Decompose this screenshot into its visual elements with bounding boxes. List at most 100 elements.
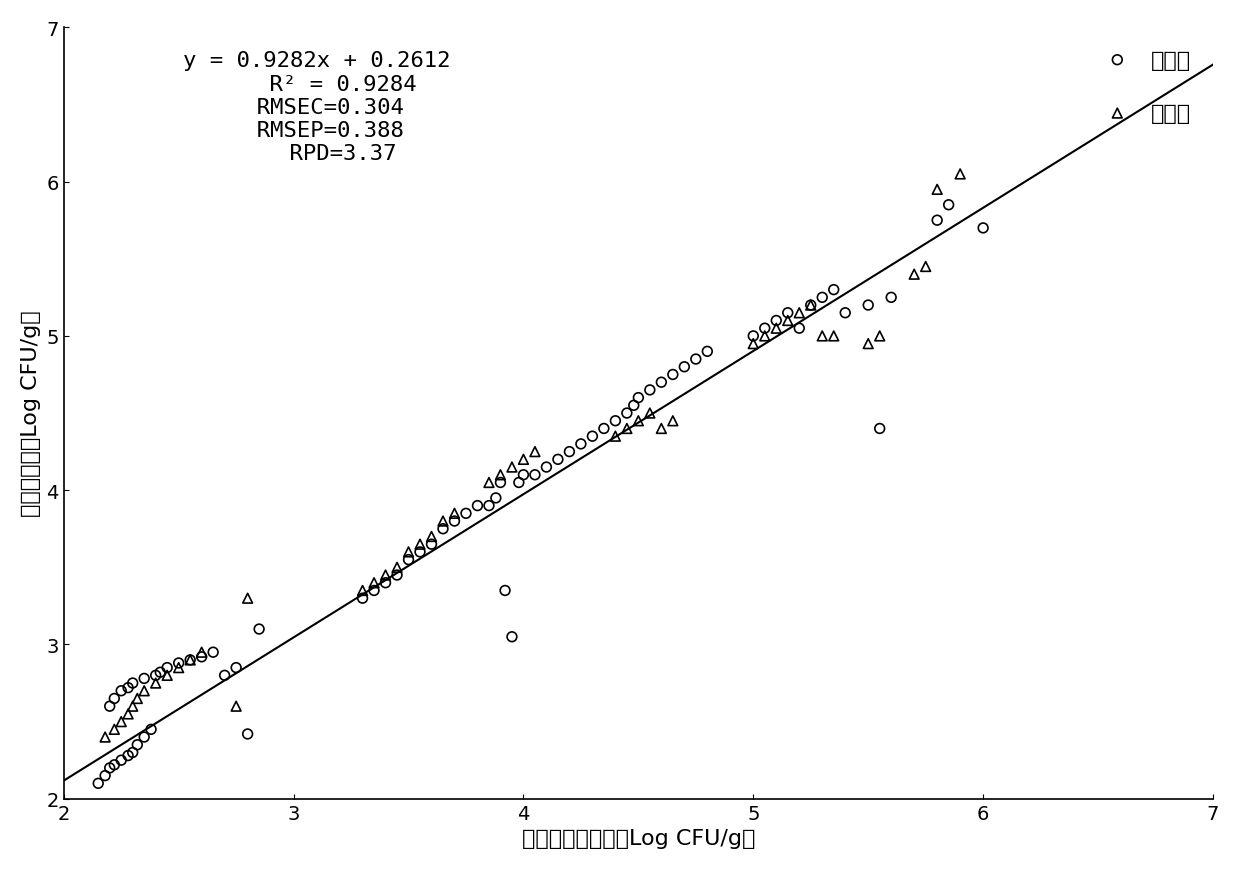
预测集 — [858, 337, 878, 351]
预测集 — [777, 315, 797, 328]
建模集 — [445, 514, 465, 528]
建模集 — [203, 646, 223, 660]
预测集 — [192, 646, 212, 660]
建模集 — [249, 622, 269, 636]
建模集 — [118, 749, 138, 763]
建模集 — [651, 375, 671, 389]
建模集 — [570, 437, 590, 451]
建模集 — [112, 684, 131, 698]
建模集 — [365, 584, 384, 598]
预测集 — [146, 676, 166, 690]
预测集 — [95, 730, 115, 744]
建模集 — [755, 322, 775, 335]
建模集 — [548, 453, 568, 467]
建模集 — [215, 668, 234, 682]
建模集 — [387, 568, 407, 582]
建模集 — [433, 522, 453, 536]
建模集 — [928, 214, 947, 228]
预测集 — [502, 461, 522, 474]
建模集 — [777, 307, 797, 321]
Legend: 建模集, 预测集: 建模集, 预测集 — [1084, 39, 1202, 135]
预测集 — [387, 561, 407, 574]
预测集 — [950, 168, 970, 182]
预测集 — [376, 568, 396, 582]
建模集 — [663, 368, 683, 382]
Y-axis label: 光谱预测値（Log CFU/g）: 光谱预测値（Log CFU/g） — [21, 310, 41, 517]
预测集 — [743, 337, 763, 351]
预测集 — [123, 700, 143, 713]
预测集 — [118, 707, 138, 721]
建模集 — [495, 584, 515, 598]
建模集 — [686, 353, 706, 367]
预测集 — [801, 299, 821, 313]
建模集 — [104, 692, 124, 706]
预测集 — [479, 476, 498, 490]
建模集 — [790, 322, 810, 335]
建模集 — [169, 656, 188, 670]
预测集 — [766, 322, 786, 335]
预测集 — [180, 653, 200, 667]
预测集 — [663, 415, 683, 428]
预测集 — [422, 530, 441, 544]
建模集 — [99, 700, 119, 713]
建模集 — [410, 546, 430, 560]
建模集 — [675, 361, 694, 375]
建模集 — [559, 445, 579, 459]
建模集 — [456, 507, 476, 521]
预测集 — [491, 468, 511, 482]
建模集 — [640, 383, 660, 397]
建模集 — [150, 666, 170, 680]
预测集 — [790, 307, 810, 321]
建模集 — [479, 499, 498, 513]
建模集 — [583, 430, 603, 444]
预测集 — [525, 445, 544, 459]
建模集 — [123, 676, 143, 690]
建模集 — [939, 199, 959, 213]
预测集 — [169, 661, 188, 675]
建模集 — [422, 538, 441, 552]
预测集 — [410, 538, 430, 552]
预测集 — [812, 329, 832, 343]
预测集 — [365, 576, 384, 590]
预测集 — [904, 268, 924, 282]
建模集 — [508, 476, 528, 490]
预测集 — [398, 546, 418, 560]
预测集 — [605, 430, 625, 444]
预测集 — [651, 422, 671, 436]
建模集 — [618, 407, 637, 421]
建模集 — [180, 653, 200, 667]
预测集 — [238, 592, 258, 606]
预测集 — [112, 715, 131, 729]
建模集 — [157, 661, 177, 675]
建模集 — [123, 746, 143, 760]
预测集 — [755, 329, 775, 343]
建模集 — [743, 329, 763, 343]
建模集 — [537, 461, 557, 474]
建模集 — [624, 399, 644, 413]
建模集 — [697, 345, 717, 359]
建模集 — [192, 650, 212, 664]
预测集 — [928, 183, 947, 197]
建模集 — [513, 468, 533, 482]
建模集 — [376, 576, 396, 590]
建模集 — [491, 476, 511, 490]
建模集 — [858, 299, 878, 313]
建模集 — [99, 761, 119, 775]
预测集 — [157, 668, 177, 682]
建模集 — [801, 299, 821, 313]
建模集 — [502, 630, 522, 644]
建模集 — [104, 758, 124, 772]
预测集 — [916, 260, 936, 274]
建模集 — [112, 753, 131, 767]
建模集 — [525, 468, 544, 482]
建模集 — [95, 769, 115, 783]
建模集 — [141, 722, 161, 736]
预测集 — [226, 700, 246, 713]
建模集 — [605, 415, 625, 428]
建模集 — [823, 283, 843, 297]
建模集 — [766, 315, 786, 328]
建模集 — [973, 222, 993, 235]
预测集 — [823, 329, 843, 343]
预测集 — [433, 514, 453, 528]
建模集 — [812, 291, 832, 305]
